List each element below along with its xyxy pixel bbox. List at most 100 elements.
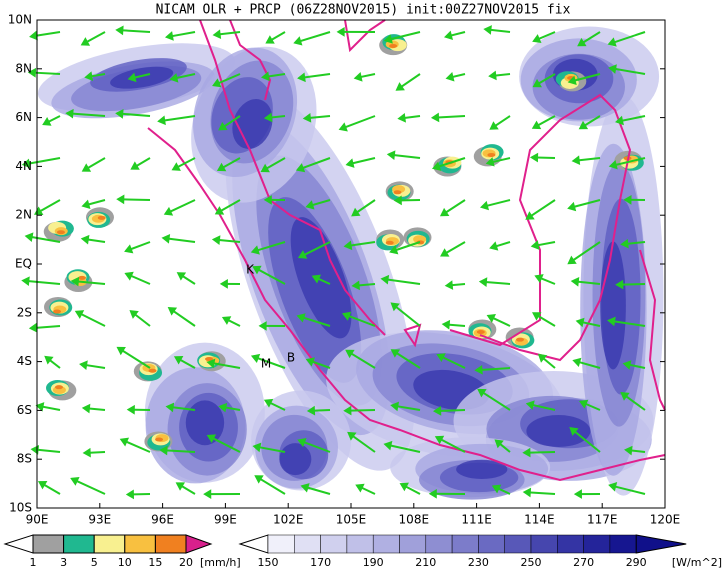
wind-arrowhead	[440, 248, 450, 257]
wind-arrowhead	[302, 113, 312, 123]
wind-arrowhead	[345, 349, 355, 359]
wind-arrowhead	[82, 447, 91, 458]
wind-arrowhead	[305, 200, 315, 210]
wind-arrow	[478, 389, 511, 411]
wind-arrowhead	[570, 276, 580, 287]
rain-cell	[476, 329, 485, 334]
wind-arrow	[568, 241, 601, 264]
wind-arrowhead	[608, 482, 618, 492]
wind-arrowhead	[250, 245, 260, 255]
wind-arrowhead	[265, 35, 275, 44]
olr-swatch	[267, 534, 295, 554]
wind-arrowhead	[203, 489, 212, 499]
precip-label: 1	[30, 556, 37, 569]
wind-arrowhead	[620, 392, 630, 401]
wind-arrow	[23, 157, 61, 166]
wind-arrow	[570, 427, 601, 453]
olr-cell	[456, 459, 508, 479]
wind-arrowhead	[608, 64, 617, 74]
wind-arrowhead	[44, 355, 54, 365]
wind-arrowhead	[29, 30, 38, 41]
wind-arrowhead	[615, 115, 624, 126]
wind-arrowhead	[171, 162, 181, 171]
wind-arrowhead	[24, 232, 34, 243]
wind-arrowhead	[161, 233, 171, 244]
rain-cell	[487, 152, 496, 157]
wind-arrowhead	[206, 434, 217, 444]
wind-arrowhead	[260, 163, 270, 173]
wind-arrowhead	[176, 272, 187, 281]
wind-arrowhead	[491, 484, 502, 494]
olr-cell	[279, 443, 312, 476]
wind-arrowhead	[21, 158, 31, 169]
precip-swatch	[185, 534, 213, 554]
wind-arrowhead	[355, 483, 365, 493]
wind-arrowhead	[216, 162, 227, 172]
rain-cell	[54, 385, 63, 390]
wind-arrowhead	[218, 402, 228, 413]
wind-arrow	[340, 115, 376, 130]
lat-label: 4N	[15, 159, 32, 173]
lat-label: 10N	[8, 13, 32, 27]
wind-arrowhead	[624, 445, 633, 456]
olr-label: 150	[258, 556, 279, 569]
wind-arrowhead	[74, 310, 85, 319]
wind-arrowhead	[263, 195, 272, 205]
wind-arrowhead	[393, 195, 402, 206]
wind-arrowhead	[483, 25, 492, 35]
wind-arrowhead	[573, 489, 582, 499]
title: NICAM OLR + PRCP (06Z28NOV2015) init:00Z…	[156, 3, 571, 18]
lon-label: 114E	[524, 513, 555, 527]
wind-arrowhead	[173, 355, 184, 365]
olr-label: 250	[521, 556, 542, 569]
map: K M B	[21, 19, 666, 509]
wind-arrowhead	[306, 405, 316, 416]
wind-arrowhead	[608, 159, 618, 170]
wind-arrowhead	[622, 360, 632, 370]
wind-arrowhead	[575, 317, 585, 328]
lon-label: 105E	[336, 513, 367, 527]
wind-arrowhead	[206, 358, 216, 369]
wind-arrow	[117, 347, 151, 369]
wind-arrowhead	[254, 475, 264, 484]
wind-arrowhead	[537, 353, 548, 363]
olr-label: 290	[626, 556, 647, 569]
wind-arrowhead	[578, 399, 589, 409]
wind-arrowhead	[347, 431, 357, 441]
wind-arrowhead	[434, 435, 445, 445]
wind-arrowhead	[436, 353, 446, 363]
wind-arrowhead	[169, 73, 179, 83]
wind-arrowhead	[81, 199, 91, 209]
lat-label: 8S	[17, 452, 32, 466]
wind-arrowhead	[399, 482, 409, 492]
coast-sulawesi	[639, 249, 666, 411]
wind-arrowhead	[607, 316, 616, 327]
precip-unit: [mm/h]	[200, 556, 241, 569]
wind-arrowhead	[21, 276, 30, 286]
olr-label: 170	[310, 556, 331, 569]
lon-label: 96E	[151, 513, 174, 527]
wind-arrowhead	[353, 72, 363, 82]
wind-arrowhead	[623, 194, 632, 205]
wind-arrowhead	[569, 427, 579, 436]
olr-label: 230	[468, 556, 489, 569]
olr-cell	[600, 241, 626, 370]
olr-cell	[185, 400, 225, 446]
wind-arrowhead	[258, 321, 267, 331]
wind-arrowhead	[37, 481, 48, 490]
wind-arrowhead	[607, 37, 617, 47]
wind-arrowhead	[395, 82, 405, 91]
wind-arrowhead	[572, 357, 582, 368]
olr-swatch	[346, 534, 374, 554]
wind-arrowhead	[70, 476, 80, 486]
olr-swatch	[609, 534, 637, 554]
olr-swatch	[635, 534, 687, 554]
wind-arrowhead	[293, 36, 303, 46]
wind-arrowhead	[130, 161, 140, 170]
wind-arrowhead	[165, 402, 175, 413]
wind-arrowhead	[65, 108, 74, 119]
wind-arrow	[23, 279, 61, 285]
wind-arrowhead	[80, 37, 91, 46]
wind-arrowhead	[305, 357, 315, 367]
